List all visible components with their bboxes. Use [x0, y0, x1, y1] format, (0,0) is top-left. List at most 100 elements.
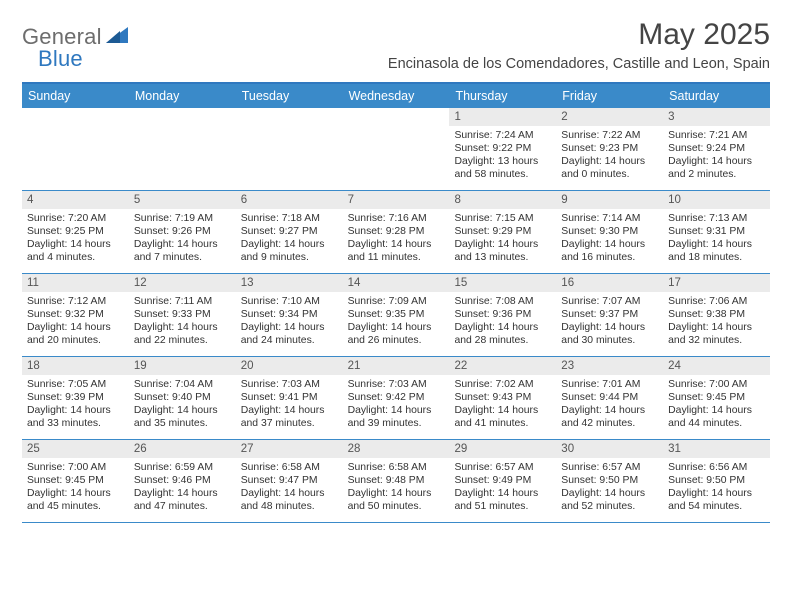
sunrise-text: Sunrise: 7:09 AM: [348, 295, 445, 308]
day-cell: 7 Sunrise: 7:16 AMSunset: 9:28 PMDaylight…: [343, 191, 450, 273]
daylight-text: Daylight: 14 hours and 9 minutes.: [241, 238, 338, 264]
daylight-text: Daylight: 14 hours and 41 minutes.: [454, 404, 551, 430]
day-number-bg: 5: [129, 191, 236, 209]
day-number-bg: 3: [663, 108, 770, 126]
sunset-text: Sunset: 9:22 PM: [454, 142, 551, 155]
day-cell: 20Sunrise: 7:03 AMSunset: 9:41 PMDayligh…: [236, 357, 343, 439]
sunset-text: Sunset: 9:36 PM: [454, 308, 551, 321]
day-cell: [129, 108, 236, 190]
daylight-text: Daylight: 14 hours and 11 minutes.: [348, 238, 445, 264]
day-number: 17: [668, 276, 765, 290]
day-cell: 30Sunrise: 6:57 AMSunset: 9:50 PMDayligh…: [556, 440, 663, 522]
day-number: 23: [561, 359, 658, 373]
day-number: [348, 110, 445, 124]
day-cell: 6Sunrise: 7:18 AMSunset: 9:27 PMDaylight…: [236, 191, 343, 273]
day-body: Sunrise: 7:01 AMSunset: 9:44 PMDaylight:…: [556, 375, 663, 434]
sunrise-text: Sunrise: 7:10 AM: [241, 295, 338, 308]
day-cell: 31 Sunrise: 6:56 AMSunset: 9:50 PMDayligh…: [663, 440, 770, 522]
day-cell: 27 Sunrise: 6:58 AMSunset: 9:47 PMDayligh…: [236, 440, 343, 522]
day-cell: 2Sunrise: 7:22 AMSunset: 9:23 PMDaylight…: [556, 108, 663, 190]
day-number-bg: 26: [129, 440, 236, 458]
day-number-bg: 21: [343, 357, 450, 375]
day-number: 12: [134, 276, 231, 290]
location-subtitle: Encinasola de los Comendadores, Castille…: [388, 56, 770, 72]
day-number: 14: [348, 276, 445, 290]
day-number: 15: [454, 276, 551, 290]
daylight-text: Daylight: 14 hours and 16 minutes.: [561, 238, 658, 264]
day-number-bg: 8: [449, 191, 556, 209]
sunset-text: Sunset: 9:28 PM: [348, 225, 445, 238]
day-cell: 10 Sunrise: 7:13 AMSunset: 9:31 PMDayligh…: [663, 191, 770, 273]
sunset-text: Sunset: 9:29 PM: [454, 225, 551, 238]
day-cell: 29Sunrise: 6:57 AMSunset: 9:49 PMDayligh…: [449, 440, 556, 522]
day-number-bg: 24: [663, 357, 770, 375]
day-number: [27, 110, 124, 124]
sunset-text: Sunset: 9:38 PM: [668, 308, 765, 321]
week-row: 4Sunrise: 7:20 AMSunset: 9:25 PMDaylight…: [22, 191, 770, 274]
daylight-text: Daylight: 14 hours and 37 minutes.: [241, 404, 338, 430]
daylight-text: Daylight: 13 hours and 58 minutes.: [454, 155, 551, 181]
day-body: Sunrise: 7:04 AMSunset: 9:40 PMDaylight:…: [129, 375, 236, 434]
day-header-row: Sunday Monday Tuesday Wednesday Thursday…: [22, 84, 770, 108]
day-body: Sunrise: 7:16 AMSunset: 9:28 PMDaylight:…: [343, 209, 450, 268]
day-number: 10: [668, 193, 765, 207]
sunset-text: Sunset: 9:43 PM: [454, 391, 551, 404]
day-body: Sunrise: 6:59 AMSunset: 9:46 PMDaylight:…: [129, 458, 236, 517]
day-body: Sunrise: 7:24 AMSunset: 9:22 PMDaylight:…: [449, 126, 556, 185]
title-block: May 2025 Encinasola de los Comendadores,…: [388, 18, 770, 72]
day-body: Sunrise: 6:56 AMSunset: 9:50 PMDaylight:…: [663, 458, 770, 517]
sunrise-text: Sunrise: 7:03 AM: [348, 378, 445, 391]
day-number-bg: 29: [449, 440, 556, 458]
sunrise-text: Sunrise: 7:16 AM: [348, 212, 445, 225]
day-number-bg: [22, 108, 129, 126]
day-body: Sunrise: 6:57 AMSunset: 9:50 PMDaylight:…: [556, 458, 663, 517]
day-number: 7: [348, 193, 445, 207]
day-body: Sunrise: 7:03 AMSunset: 9:41 PMDaylight:…: [236, 375, 343, 434]
day-body: Sunrise: 7:08 AMSunset: 9:36 PMDaylight:…: [449, 292, 556, 351]
daylight-text: Daylight: 14 hours and 45 minutes.: [27, 487, 124, 513]
sunrise-text: Sunrise: 7:11 AM: [134, 295, 231, 308]
day-cell: 23 Sunrise: 7:01 AMSunset: 9:44 PMDayligh…: [556, 357, 663, 439]
sunrise-text: Sunrise: 7:00 AM: [668, 378, 765, 391]
sunset-text: Sunset: 9:23 PM: [561, 142, 658, 155]
sunset-text: Sunset: 9:30 PM: [561, 225, 658, 238]
daylight-text: Daylight: 14 hours and 50 minutes.: [348, 487, 445, 513]
day-number: 5: [134, 193, 231, 207]
day-cell: 24Sunrise: 7:00 AMSunset: 9:45 PMDayligh…: [663, 357, 770, 439]
day-number-bg: 9: [556, 191, 663, 209]
day-body: Sunrise: 6:58 AMSunset: 9:47 PMDaylight:…: [236, 458, 343, 517]
sunset-text: Sunset: 9:37 PM: [561, 308, 658, 321]
daylight-text: Daylight: 14 hours and 35 minutes.: [134, 404, 231, 430]
sunrise-text: Sunrise: 7:13 AM: [668, 212, 765, 225]
day-number-bg: 30: [556, 440, 663, 458]
week-row: 18Sunrise: 7:05 AMSunset: 9:39 PMDayligh…: [22, 357, 770, 440]
day-body: Sunrise: 7:19 AMSunset: 9:26 PMDaylight:…: [129, 209, 236, 268]
daylight-text: Daylight: 14 hours and 2 minutes.: [668, 155, 765, 181]
day-header-fri: Friday: [556, 84, 663, 108]
sunset-text: Sunset: 9:25 PM: [27, 225, 124, 238]
day-number-bg: 27: [236, 440, 343, 458]
day-number: 18: [27, 359, 124, 373]
sunrise-text: Sunrise: 7:12 AM: [27, 295, 124, 308]
sunset-text: Sunset: 9:24 PM: [668, 142, 765, 155]
day-number-bg: 1: [449, 108, 556, 126]
day-body: Sunrise: 7:11 AMSunset: 9:33 PMDaylight:…: [129, 292, 236, 351]
day-body: Sunrise: 7:09 AMSunset: 9:35 PMDaylight:…: [343, 292, 450, 351]
sunset-text: Sunset: 9:42 PM: [348, 391, 445, 404]
sunrise-text: Sunrise: 7:18 AM: [241, 212, 338, 225]
daylight-text: Daylight: 14 hours and 30 minutes.: [561, 321, 658, 347]
day-number-bg: 2: [556, 108, 663, 126]
week-row: 25Sunrise: 7:00 AMSunset: 9:45 PMDayligh…: [22, 440, 770, 523]
day-body: Sunrise: 7:07 AMSunset: 9:37 PMDaylight:…: [556, 292, 663, 351]
day-body: Sunrise: 7:15 AMSunset: 9:29 PMDaylight:…: [449, 209, 556, 268]
day-cell: 3Sunrise: 7:21 AMSunset: 9:24 PMDaylight…: [663, 108, 770, 190]
day-body: [129, 126, 236, 133]
day-number: 31: [668, 442, 765, 456]
day-body: Sunrise: 7:12 AMSunset: 9:32 PMDaylight:…: [22, 292, 129, 351]
day-cell: 17Sunrise: 7:06 AMSunset: 9:38 PMDayligh…: [663, 274, 770, 356]
day-number: 11: [27, 276, 124, 290]
day-body: Sunrise: 7:21 AMSunset: 9:24 PMDaylight:…: [663, 126, 770, 185]
day-number: 27: [241, 442, 338, 456]
day-body: Sunrise: 7:13 AMSunset: 9:31 PMDaylight:…: [663, 209, 770, 268]
sunrise-text: Sunrise: 7:21 AM: [668, 129, 765, 142]
